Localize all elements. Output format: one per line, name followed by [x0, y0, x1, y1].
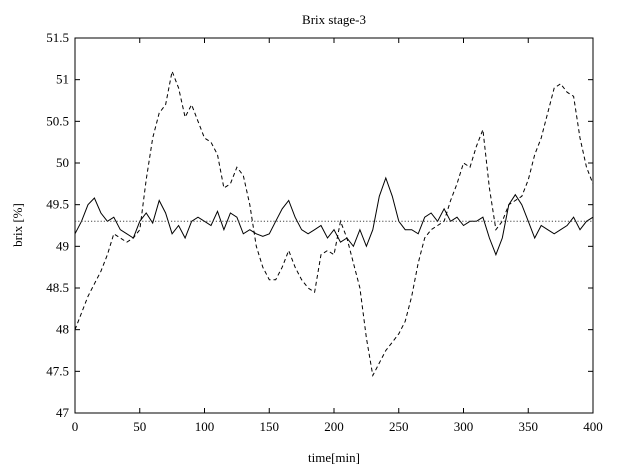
y-tick-label: 49.5: [46, 197, 69, 212]
y-tick-label: 51: [56, 72, 69, 87]
x-tick-label: 150: [260, 419, 280, 434]
x-tick-label: 400: [583, 419, 603, 434]
y-tick-label: 47: [56, 405, 70, 420]
x-tick-label: 250: [389, 419, 409, 434]
y-tick-label: 49: [56, 238, 69, 253]
y-tick-label: 50: [56, 155, 69, 170]
y-axis: 47 47.5 48 48.5 49 49.5 50 50.5 51 51.5: [46, 30, 593, 420]
y-tick-label: 50.5: [46, 113, 69, 128]
x-tick-label: 0: [72, 419, 79, 434]
x-tick-label: 350: [519, 419, 539, 434]
x-tick-label: 300: [454, 419, 474, 434]
y-tick-label: 48.5: [46, 280, 69, 295]
x-tick-label: 50: [133, 419, 146, 434]
y-tick-label: 48: [56, 322, 69, 337]
x-tick-label: 200: [324, 419, 344, 434]
series-line-solid: [74, 176, 594, 257]
x-tick-label: 100: [195, 419, 215, 434]
y-axis-label: brix [%]: [10, 203, 25, 247]
x-axis-label: time[min]: [308, 450, 360, 465]
chart-title: Brix stage-3: [302, 12, 366, 27]
x-axis: 0 50 100 150 200 250 300 350 400: [72, 38, 603, 434]
plot-area: [74, 37, 594, 414]
series-line-dashed: [74, 69, 594, 378]
y-tick-label: 47.5: [46, 363, 69, 378]
y-tick-label: 51.5: [46, 30, 69, 45]
series-layer: [74, 69, 594, 378]
